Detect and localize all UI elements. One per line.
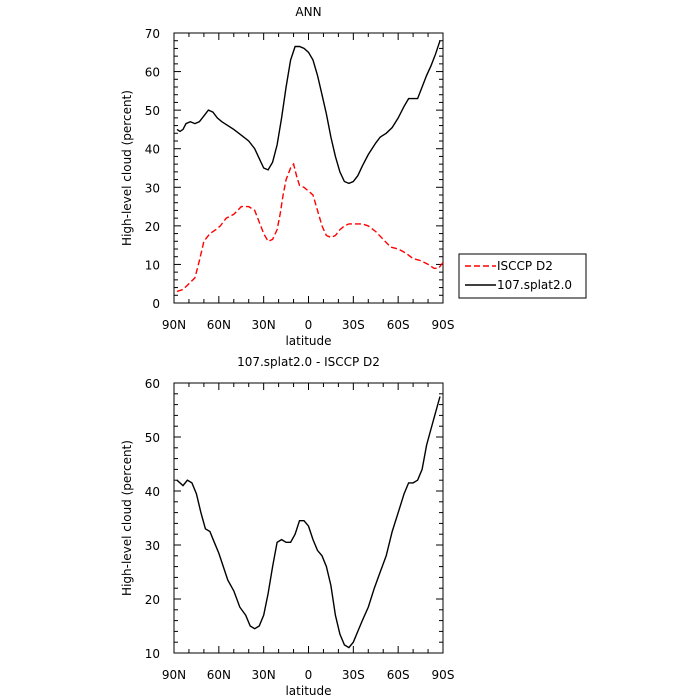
y-tick-label: 40 [145, 485, 160, 499]
x-tick-label: 30S [342, 318, 365, 332]
chart-title: ANN [295, 5, 321, 19]
series-line-1 [176, 396, 441, 649]
series-line-1 [176, 162, 444, 293]
chart-panel-1: ANN 0 10 20 30 40 50 60 70 90N 60N 30N 0 30S 60S 90S lat… [120, 5, 587, 348]
y-axis-label: High-level cloud (percent) [120, 90, 134, 246]
y-tick-label: 50 [145, 431, 160, 445]
y-tick-label: 20 [145, 220, 160, 234]
y-tick-label: 60 [145, 66, 160, 80]
y-tick-label: 60 [145, 377, 160, 391]
x-tick-label: 0 [305, 668, 313, 682]
series-line-2 [176, 40, 441, 185]
y-tick-label: 40 [145, 143, 160, 157]
chart-legend: ISCCP D2 107.splat2.0 [458, 253, 587, 299]
x-tick-label: 60S [387, 668, 410, 682]
x-tick-label: 30N [252, 668, 276, 682]
x-tick-label: 0 [305, 318, 313, 332]
x-tick-label: 60N [207, 668, 231, 682]
y-tick-label: 30 [145, 539, 160, 553]
y-tick-label: 50 [145, 104, 160, 118]
plot-frame [173, 32, 444, 304]
legend-label-1: ISCCP D2 [497, 259, 553, 273]
legend-label-2: 107.splat2.0 [497, 278, 572, 292]
x-tick-label: 60S [387, 318, 410, 332]
chart-title: 107.splat2.0 - ISCCP D2 [237, 355, 380, 369]
plot-frame [173, 382, 444, 654]
x-tick-label: 90S [432, 668, 455, 682]
x-tick-label: 30N [252, 318, 276, 332]
y-tick-label: 10 [145, 258, 160, 272]
x-tick-label: 30S [342, 668, 365, 682]
y-tick-label: 20 [145, 593, 160, 607]
x-tick-label: 90S [432, 318, 455, 332]
x-axis-label: latitude [285, 334, 331, 348]
x-tick-label: 60N [207, 318, 231, 332]
x-axis-label: latitude [285, 684, 331, 698]
chart-panel-2: 107.splat2.0 - ISCCP D2 10 20 30 40 50 60 90N 60… [120, 355, 454, 698]
y-tick-label: 0 [152, 297, 160, 311]
y-axis-label: High-level cloud (percent) [120, 440, 134, 596]
x-tick-label: 90N [162, 668, 186, 682]
legend-box [458, 253, 587, 299]
y-tick-label: 10 [145, 647, 160, 661]
x-tick-label: 90N [162, 318, 186, 332]
y-tick-label: 70 [145, 27, 160, 41]
y-tick-label: 30 [145, 181, 160, 195]
